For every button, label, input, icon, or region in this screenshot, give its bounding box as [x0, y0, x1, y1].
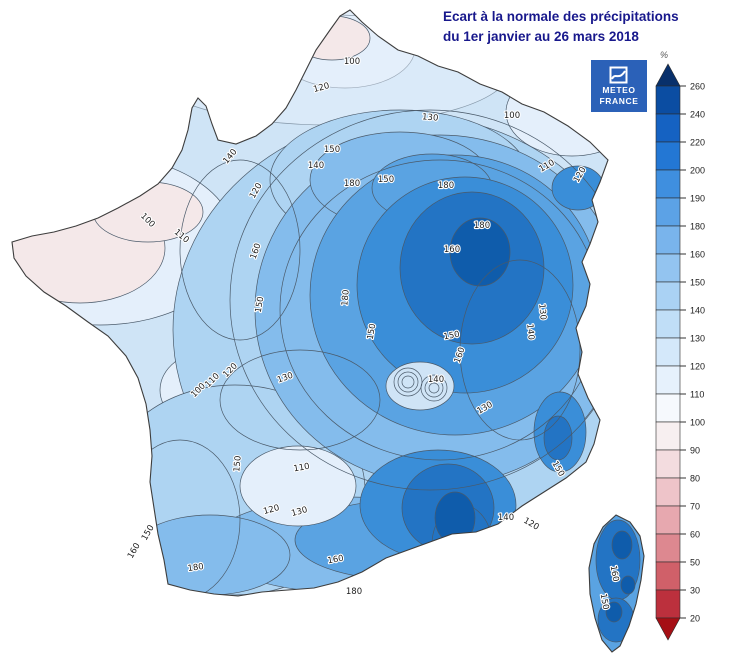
logo-line-1: METEO — [602, 85, 636, 96]
meteo-france-icon — [609, 66, 628, 84]
svg-text:30: 30 — [690, 586, 700, 596]
legend-unit-label: % — [660, 50, 669, 60]
svg-text:100: 100 — [344, 57, 360, 67]
svg-text:140: 140 — [524, 323, 535, 340]
svg-text:160: 160 — [444, 245, 460, 255]
svg-text:20: 20 — [690, 614, 700, 624]
svg-text:90: 90 — [690, 446, 700, 456]
svg-text:150: 150 — [254, 296, 267, 314]
svg-text:60: 60 — [690, 530, 700, 540]
title-line-1: Ecart à la normale des précipitations — [443, 9, 679, 24]
svg-text:150: 150 — [324, 145, 340, 155]
svg-text:220: 220 — [690, 138, 705, 148]
svg-text:150: 150 — [232, 455, 243, 472]
svg-text:100: 100 — [690, 418, 705, 428]
svg-text:240: 240 — [690, 110, 705, 120]
title-line-2: du 1er janvier au 26 mars 2018 — [443, 28, 639, 44]
svg-text:130: 130 — [536, 303, 547, 320]
svg-text:160: 160 — [126, 541, 143, 560]
mainland-shading — [12, 10, 608, 596]
svg-text:110: 110 — [293, 462, 311, 475]
svg-text:80: 80 — [690, 474, 700, 484]
svg-text:110: 110 — [690, 390, 704, 400]
svg-text:100: 100 — [504, 111, 520, 121]
legend-color-bar: 260 240 220 200 190 180 160 150 140 130 120 110 100 9… — [655, 63, 705, 641]
svg-text:150: 150 — [366, 323, 379, 341]
svg-text:150: 150 — [690, 278, 705, 288]
svg-text:260: 260 — [690, 82, 705, 92]
svg-text:140: 140 — [690, 306, 705, 316]
color-scale-legend: % 260 240 220 200 190 180 160 150 140 130 120 110 10… — [650, 50, 728, 651]
svg-text:200: 200 — [690, 166, 705, 176]
svg-text:150: 150 — [378, 175, 394, 185]
svg-text:150: 150 — [598, 593, 611, 611]
svg-text:150: 150 — [140, 523, 157, 542]
svg-text:160: 160 — [690, 250, 705, 260]
svg-text:160: 160 — [327, 554, 345, 567]
svg-text:150: 150 — [443, 330, 461, 343]
svg-text:180: 180 — [690, 222, 705, 232]
svg-text:120: 120 — [521, 516, 540, 533]
svg-text:130: 130 — [422, 112, 439, 123]
meteo-france-wordmark: METEO FRANCE — [599, 85, 638, 105]
svg-text:180: 180 — [187, 562, 204, 574]
svg-text:70: 70 — [690, 502, 700, 512]
svg-text:120: 120 — [690, 362, 705, 372]
svg-text:180: 180 — [346, 587, 362, 597]
corsica-outline — [588, 514, 645, 653]
svg-text:180: 180 — [344, 179, 360, 189]
svg-text:180: 180 — [438, 181, 454, 191]
map-title: Ecart à la normale des précipitations du… — [443, 7, 679, 46]
svg-text:140: 140 — [308, 161, 324, 171]
meteo-france-logo: METEO FRANCE — [591, 60, 647, 112]
svg-text:130: 130 — [690, 334, 705, 344]
svg-text:50: 50 — [690, 558, 700, 568]
svg-text:140: 140 — [428, 375, 444, 385]
svg-text:140: 140 — [498, 513, 514, 523]
svg-text:160: 160 — [608, 565, 621, 583]
svg-text:180: 180 — [340, 289, 351, 306]
logo-line-2: FRANCE — [599, 95, 639, 106]
svg-text:190: 190 — [690, 194, 705, 204]
svg-text:180: 180 — [474, 221, 490, 231]
france-outline — [11, 9, 609, 597]
